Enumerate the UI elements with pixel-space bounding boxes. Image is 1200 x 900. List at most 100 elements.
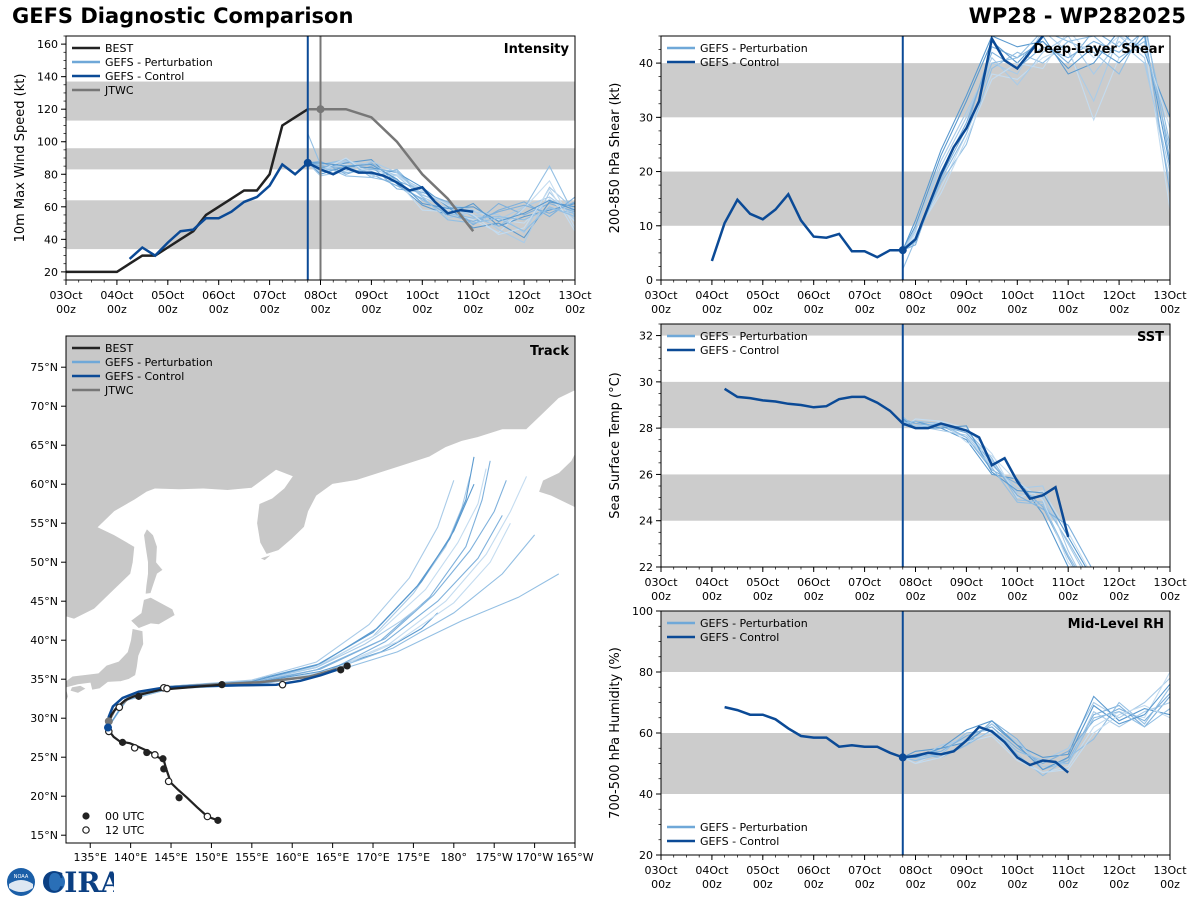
x-tick-date: 07Oct bbox=[253, 289, 287, 302]
perturbation-line bbox=[902, 701, 1170, 768]
x-tick-date: 13Oct bbox=[1153, 289, 1187, 302]
lat-tick-label: 65°N bbox=[30, 439, 58, 452]
land-sakhalin bbox=[143, 528, 164, 595]
x-tick-hour: 00z bbox=[1058, 303, 1078, 316]
x-tick-date: 05Oct bbox=[746, 864, 780, 877]
shear-perturbations bbox=[902, 36, 1170, 270]
x-tick-hour: 00z bbox=[311, 303, 331, 316]
perturbation-line bbox=[902, 695, 1170, 758]
x-tick-hour: 00z bbox=[906, 590, 926, 603]
x-tick-hour: 00z bbox=[957, 590, 977, 603]
y-axis-label: Sea Surface Temp (°C) bbox=[608, 372, 623, 519]
intensity-perturbations bbox=[307, 133, 575, 244]
x-tick-date: 11Oct bbox=[1052, 289, 1086, 302]
x-tick-hour: 00z bbox=[702, 303, 722, 316]
x-tick-hour: 00z bbox=[1058, 590, 1078, 603]
perturbation-track bbox=[107, 534, 536, 728]
x-tick-date: 03Oct bbox=[49, 289, 83, 302]
control-track bbox=[106, 668, 338, 728]
best-00utc-point bbox=[160, 765, 168, 773]
x-tick-date: 11Oct bbox=[1052, 864, 1086, 877]
x-tick-hour: 00z bbox=[651, 590, 671, 603]
lat-tick-label: 15°N bbox=[30, 829, 58, 842]
panel-title: Track bbox=[530, 344, 569, 359]
y-tick-label: 26 bbox=[639, 468, 653, 481]
x-tick-date: 03Oct bbox=[644, 289, 678, 302]
x-tick-date: 05Oct bbox=[746, 576, 780, 589]
y-axis-label: 10m Max Wind Speed (kt) bbox=[13, 74, 28, 243]
sst-band bbox=[661, 324, 1170, 336]
land-alaska bbox=[538, 452, 575, 509]
x-tick-hour: 00z bbox=[1007, 303, 1027, 316]
x-tick-hour: 00z bbox=[906, 878, 926, 891]
control-start-marker bbox=[104, 723, 113, 732]
land-shikoku bbox=[69, 684, 88, 694]
perturbation-line bbox=[902, 36, 1170, 251]
lat-tick-label: 70°N bbox=[30, 400, 58, 413]
y-tick-label: 60 bbox=[44, 201, 58, 214]
legend-label-jtwc: JTWC bbox=[104, 384, 134, 397]
legend-label-best: BEST bbox=[105, 42, 133, 55]
sst-frame bbox=[660, 323, 1171, 568]
y-tick-label: 24 bbox=[639, 515, 653, 528]
control-line bbox=[710, 36, 1044, 262]
intensity-panel: 2040608010012014016003Oct00z04Oct00z05Oc… bbox=[13, 35, 592, 316]
figure-title: GEFS Diagnostic Comparison bbox=[12, 4, 354, 28]
x-tick-date: 09Oct bbox=[355, 289, 389, 302]
lon-tick-label: 140°E bbox=[114, 851, 147, 864]
perturbation-line bbox=[902, 420, 1069, 567]
sst-band bbox=[661, 474, 1170, 521]
x-tick-hour: 00z bbox=[565, 303, 585, 316]
perturbation-line bbox=[902, 420, 1088, 567]
legend-label-perturbation: GEFS - Perturbation bbox=[700, 42, 808, 55]
legend-label-control: GEFS - Control bbox=[700, 835, 779, 848]
x-tick-date: 13Oct bbox=[1153, 864, 1187, 877]
land-hokkaido bbox=[129, 596, 176, 629]
shear-band bbox=[661, 63, 1170, 118]
best-00utc-point bbox=[135, 692, 143, 700]
y-axis-label: 200-850 hPa Shear (kt) bbox=[608, 83, 623, 234]
cira-logo-text: CIRA bbox=[42, 866, 114, 898]
y-tick-label: 0 bbox=[646, 274, 653, 287]
x-tick-date: 10Oct bbox=[1001, 576, 1035, 589]
lon-tick-label: 180° bbox=[441, 851, 468, 864]
x-tick-date: 06Oct bbox=[797, 289, 831, 302]
land-honshu bbox=[66, 628, 145, 691]
y-tick-label: 40 bbox=[44, 233, 58, 246]
y-tick-label: 80 bbox=[44, 168, 58, 181]
best-00utc-point bbox=[337, 666, 345, 674]
best-12utc-point bbox=[151, 751, 159, 759]
x-tick-date: 08Oct bbox=[899, 864, 933, 877]
land-kyushu bbox=[66, 687, 69, 707]
x-tick-hour: 00z bbox=[209, 303, 229, 316]
best-00utc-point bbox=[214, 816, 222, 824]
y-tick-label: 32 bbox=[639, 330, 653, 343]
x-tick-date: 13Oct bbox=[1153, 576, 1187, 589]
y-tick-label: 100 bbox=[37, 136, 58, 149]
perturbation-line bbox=[902, 36, 1170, 251]
control-line bbox=[724, 705, 1070, 774]
legend-00utc-label: 00 UTC bbox=[105, 810, 145, 823]
x-tick-date: 03Oct bbox=[644, 576, 678, 589]
shear-band bbox=[661, 171, 1170, 226]
lat-tick-label: 60°N bbox=[30, 478, 58, 491]
y-tick-label: 40 bbox=[639, 788, 653, 801]
x-tick-date: 04Oct bbox=[695, 576, 729, 589]
panel-title: Intensity bbox=[504, 42, 570, 57]
perturbation-line bbox=[902, 36, 1170, 251]
x-tick-hour: 00z bbox=[1007, 590, 1027, 603]
x-tick-date: 04Oct bbox=[100, 289, 134, 302]
legend-label-perturbation: GEFS - Perturbation bbox=[105, 356, 213, 369]
lon-tick-label: 145°E bbox=[154, 851, 187, 864]
lat-tick-label: 25°N bbox=[30, 751, 58, 764]
x-tick-date: 07Oct bbox=[848, 289, 882, 302]
x-tick-hour: 00z bbox=[1160, 878, 1180, 891]
x-tick-hour: 00z bbox=[463, 303, 483, 316]
x-tick-hour: 00z bbox=[1058, 878, 1078, 891]
rh-band bbox=[661, 611, 1170, 672]
x-tick-hour: 00z bbox=[855, 303, 875, 316]
perturbation-track bbox=[107, 573, 560, 728]
lat-tick-label: 45°N bbox=[30, 595, 58, 608]
x-tick-date: 07Oct bbox=[848, 576, 882, 589]
